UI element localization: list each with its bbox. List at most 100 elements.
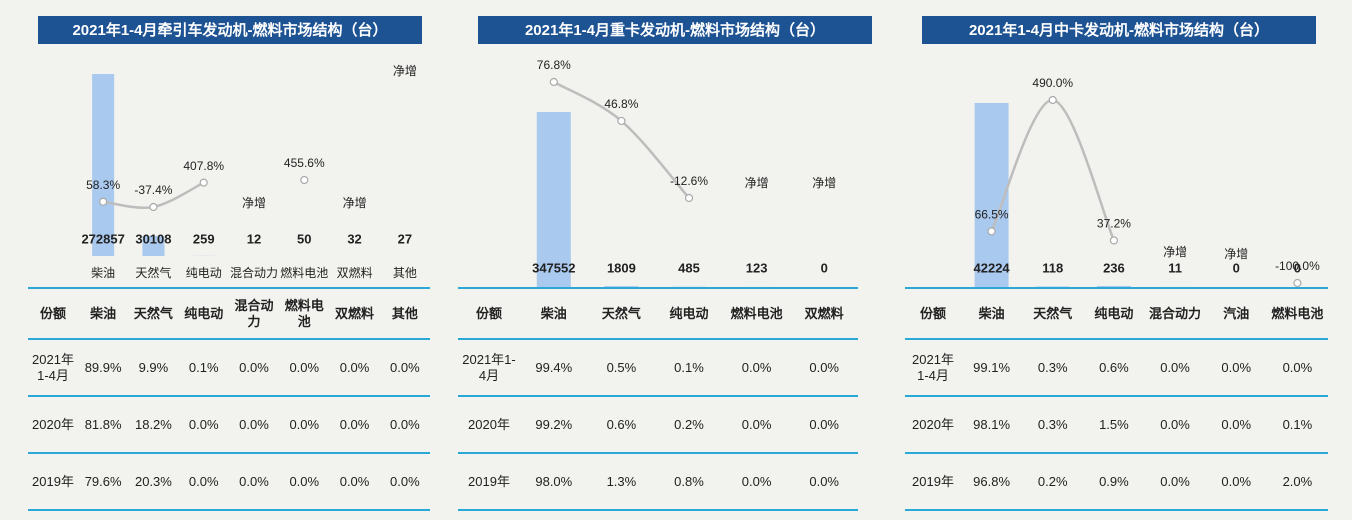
cell: 2019年 <box>28 452 78 511</box>
line-marker <box>149 202 158 212</box>
cell: 0.6% <box>587 395 656 453</box>
cell: 燃料电池 <box>1266 287 1328 339</box>
cell: 98.0% <box>520 452 588 511</box>
cell: 0.0% <box>279 395 330 453</box>
bar-label: 0 <box>1294 260 1301 275</box>
cell: 份额 <box>905 287 961 339</box>
cell: 0.0% <box>329 395 380 453</box>
table-row: 2019年 98.0% 1.3% 0.8% 0.0% 0.0% <box>458 452 858 511</box>
cell: 89.9% <box>78 338 129 396</box>
category-label: 燃料电池 <box>280 265 328 280</box>
line-marker <box>1048 95 1057 105</box>
bar-label: 11 <box>1168 260 1182 275</box>
category-label: 纯电动 <box>186 266 222 280</box>
line-marker <box>549 77 558 87</box>
category-label: 其他 <box>393 266 417 280</box>
bar-label: 118 <box>1042 260 1063 275</box>
line-marker <box>300 175 309 185</box>
bar-label: 123 <box>746 260 768 275</box>
cell: 0.0% <box>1144 338 1206 396</box>
cell: 2019年 <box>905 452 961 511</box>
line-label: 407.8% <box>183 159 224 173</box>
cell: 99.2% <box>520 395 588 453</box>
bar-label: 27 <box>398 231 412 246</box>
line-marker <box>1293 278 1302 288</box>
table-row: 2019年 79.6% 20.3% 0.0% 0.0% 0.0% 0.0% 0.0% <box>28 452 430 511</box>
line-label: 46.8% <box>604 97 638 111</box>
cell: 0.0% <box>1144 395 1206 453</box>
cell: 2021年1-4月 <box>28 338 78 396</box>
cell: 0.0% <box>1205 452 1267 511</box>
cell: 0.0% <box>279 338 330 396</box>
bar-label: 259 <box>193 231 215 246</box>
cell: 燃料电池 <box>279 287 330 339</box>
chart-title: 2021年1-4月重卡发动机-燃料市场结构（台） <box>525 21 825 39</box>
cell: 0.0% <box>178 395 229 453</box>
cell: 2020年 <box>905 395 961 453</box>
line <box>990 98 1116 241</box>
table-row: 2021年1-4月 99.4% 0.5% 0.1% 0.0% 0.0% <box>458 338 858 396</box>
cell: 纯电动 <box>655 287 723 339</box>
cell: 0.0% <box>790 452 858 511</box>
table-row: 2021年1-4月 99.1% 0.3% 0.6% 0.0% 0.0% 0.0% <box>905 338 1328 396</box>
table-row: 2019年 96.8% 0.2% 0.9% 0.0% 0.0% 2.0% <box>905 452 1328 511</box>
bar-label: 30108 <box>135 231 171 246</box>
cell: 98.1% <box>961 395 1023 453</box>
cell: 柴油 <box>961 287 1023 339</box>
cell: 1.3% <box>587 452 656 511</box>
cell: 天然气 <box>587 287 656 339</box>
cell: 0.2% <box>1022 452 1084 511</box>
bar <box>142 235 165 256</box>
cell: 双燃料 <box>790 287 858 339</box>
cell: 天然气 <box>1022 287 1084 339</box>
bar-label: 485 <box>678 260 700 275</box>
line-label: 58.3% <box>86 178 120 192</box>
cell: 0.3% <box>1022 338 1084 396</box>
category-label: 混合动力 <box>230 265 278 280</box>
cell: 0.0% <box>228 452 280 511</box>
cell: 2020年 <box>28 395 78 453</box>
bar-label: 32 <box>347 231 361 246</box>
cell: 0.1% <box>655 338 723 396</box>
header-row: 份额 柴油 天然气 纯电动 燃料电池 双燃料 <box>458 287 858 339</box>
line-label: 净增 <box>1163 245 1187 259</box>
share-table: 份额 柴油 天然气 纯电动 燃料电池 双燃料 2021年1-4月 99.4% 0.5% 0.1% 0… <box>458 287 858 511</box>
cell: 混合动力 <box>228 287 280 339</box>
cell: 0.0% <box>329 452 380 511</box>
bar <box>604 286 639 287</box>
cell: 双燃料 <box>329 287 380 339</box>
line-marker <box>99 197 108 206</box>
category-label: 柴油 <box>91 266 115 280</box>
line-label: 37.2% <box>1097 217 1131 231</box>
header-row: 份额 柴油 天然气 纯电动 混合动力 燃料电池 双燃料 其他 <box>28 287 430 339</box>
cell: 0.0% <box>722 395 791 453</box>
line-marker <box>684 193 694 203</box>
category-label: 天然气 <box>135 265 171 280</box>
line-label: 净增 <box>1224 247 1248 261</box>
line-label: 455.6% <box>284 156 325 170</box>
title-box <box>38 16 422 44</box>
table-row: 2021年1-4月 89.9% 9.9% 0.1% 0.0% 0.0% 0.0% 0.0% <box>28 338 430 396</box>
share-table: 份额 柴油 天然气 纯电动 混合动力 燃料电池 双燃料 其他 2021年1-4月 89.9% 9.9… <box>28 287 430 511</box>
cell: 99.1% <box>961 338 1023 396</box>
line-marker <box>1109 236 1119 245</box>
cell: 0.0% <box>379 395 430 453</box>
cell: 0.0% <box>1144 452 1206 511</box>
cell: 0.8% <box>655 452 723 511</box>
cell: 96.8% <box>961 452 1023 511</box>
bar-label: 12 <box>247 231 261 246</box>
cell: 20.3% <box>128 452 179 511</box>
cell: 81.8% <box>78 395 129 453</box>
cell: 0.0% <box>178 452 229 511</box>
cell: 0.0% <box>379 452 430 511</box>
line-marker <box>199 178 208 187</box>
cell: 0.0% <box>1266 338 1328 396</box>
cell: 0.0% <box>722 452 791 511</box>
cell: 2020年 <box>458 395 520 453</box>
cell: 燃料电池 <box>722 287 791 339</box>
cell: 0.5% <box>587 338 656 396</box>
chart-title: 2021年1-4月中卡发动机-燃料市场结构（台） <box>969 21 1269 39</box>
title-box <box>922 16 1316 44</box>
cell: 99.4% <box>520 338 588 396</box>
bar-label: 0 <box>1233 260 1240 275</box>
